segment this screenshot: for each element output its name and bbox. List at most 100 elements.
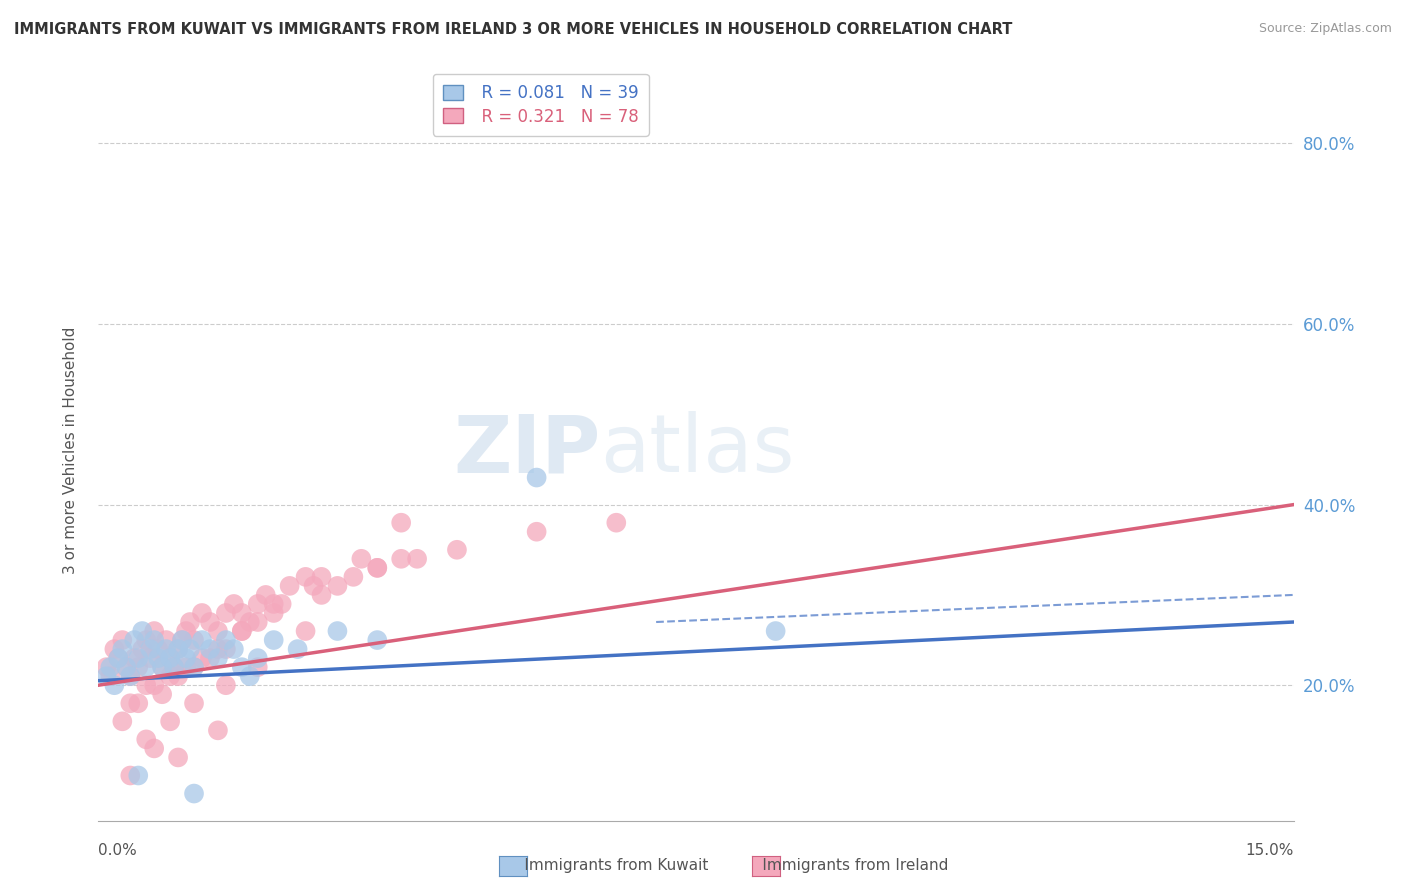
Point bbox=[526, 470, 548, 484]
Point bbox=[148, 642, 170, 657]
Point bbox=[143, 624, 166, 638]
Point bbox=[127, 651, 149, 665]
Point bbox=[389, 516, 412, 530]
Point bbox=[765, 624, 787, 638]
Point bbox=[446, 542, 468, 557]
Point bbox=[120, 669, 142, 683]
Point bbox=[246, 615, 269, 629]
Text: 0.0%: 0.0% bbox=[98, 843, 138, 858]
Text: ZIP: ZIP bbox=[453, 411, 600, 490]
Point bbox=[107, 651, 129, 665]
Point bbox=[294, 624, 316, 638]
Point bbox=[366, 633, 388, 648]
Point bbox=[198, 615, 221, 629]
Point bbox=[135, 633, 157, 648]
Point bbox=[287, 642, 309, 657]
Point bbox=[179, 642, 201, 657]
Point bbox=[135, 678, 157, 692]
Point bbox=[120, 669, 142, 683]
Point bbox=[163, 660, 186, 674]
Point bbox=[127, 768, 149, 782]
Point bbox=[263, 597, 285, 611]
Point bbox=[350, 551, 373, 566]
Legend:   R = 0.081   N = 39,   R = 0.321   N = 78: R = 0.081 N = 39, R = 0.321 N = 78 bbox=[433, 74, 648, 136]
Y-axis label: 3 or more Vehicles in Household: 3 or more Vehicles in Household bbox=[63, 326, 77, 574]
Point bbox=[183, 696, 205, 710]
Point bbox=[120, 696, 142, 710]
Point bbox=[155, 642, 177, 657]
Point bbox=[127, 660, 149, 674]
Point bbox=[143, 678, 166, 692]
Point bbox=[159, 669, 181, 683]
Text: Source: ZipAtlas.com: Source: ZipAtlas.com bbox=[1258, 22, 1392, 36]
Point bbox=[239, 669, 262, 683]
Point bbox=[302, 579, 325, 593]
Point bbox=[174, 624, 197, 638]
Point bbox=[98, 660, 122, 674]
Point bbox=[231, 624, 253, 638]
Point bbox=[366, 561, 388, 575]
Point bbox=[120, 768, 142, 782]
Point bbox=[254, 588, 277, 602]
Point bbox=[103, 678, 125, 692]
Point bbox=[326, 624, 349, 638]
Point bbox=[270, 597, 292, 611]
Point bbox=[215, 642, 238, 657]
Point bbox=[179, 615, 201, 629]
Point bbox=[263, 633, 285, 648]
Point bbox=[124, 633, 146, 648]
Point bbox=[143, 633, 166, 648]
Point bbox=[406, 551, 429, 566]
Point bbox=[231, 606, 253, 620]
Point bbox=[150, 687, 173, 701]
Point bbox=[263, 606, 285, 620]
Point bbox=[139, 651, 162, 665]
Point bbox=[207, 624, 229, 638]
Point bbox=[143, 741, 166, 756]
Point bbox=[389, 551, 412, 566]
Point bbox=[159, 714, 181, 729]
Point bbox=[96, 669, 118, 683]
Text: atlas: atlas bbox=[600, 411, 794, 490]
Point bbox=[107, 651, 129, 665]
Point bbox=[148, 651, 170, 665]
Point bbox=[159, 651, 181, 665]
Text: 15.0%: 15.0% bbox=[1246, 843, 1294, 858]
Point bbox=[231, 624, 253, 638]
Point bbox=[167, 669, 190, 683]
Point bbox=[311, 570, 333, 584]
Point bbox=[115, 660, 138, 674]
Text: Immigrants from Kuwait: Immigrants from Kuwait bbox=[501, 858, 709, 872]
Point bbox=[183, 787, 205, 801]
Point bbox=[172, 633, 194, 648]
Point bbox=[198, 651, 221, 665]
Point bbox=[311, 588, 333, 602]
Text: Immigrants from Ireland: Immigrants from Ireland bbox=[738, 858, 949, 872]
Point bbox=[191, 633, 214, 648]
Point bbox=[150, 660, 173, 674]
Point bbox=[198, 642, 221, 657]
Point bbox=[326, 579, 349, 593]
Point bbox=[111, 642, 134, 657]
Point bbox=[246, 651, 269, 665]
Point bbox=[207, 642, 229, 657]
Point bbox=[98, 669, 122, 683]
Point bbox=[172, 633, 194, 648]
Text: IMMIGRANTS FROM KUWAIT VS IMMIGRANTS FROM IRELAND 3 OR MORE VEHICLES IN HOUSEHOL: IMMIGRANTS FROM KUWAIT VS IMMIGRANTS FRO… bbox=[14, 22, 1012, 37]
Point bbox=[127, 696, 149, 710]
Point bbox=[191, 651, 214, 665]
Point bbox=[115, 660, 138, 674]
Point bbox=[526, 524, 548, 539]
Point bbox=[191, 606, 214, 620]
Point bbox=[215, 633, 238, 648]
Point bbox=[150, 660, 173, 674]
Point bbox=[605, 516, 627, 530]
Point bbox=[167, 750, 190, 764]
Point bbox=[155, 633, 177, 648]
Point bbox=[342, 570, 364, 584]
Point bbox=[111, 714, 134, 729]
Point bbox=[124, 651, 146, 665]
Point bbox=[163, 660, 186, 674]
Point bbox=[167, 642, 190, 657]
Point bbox=[215, 678, 238, 692]
